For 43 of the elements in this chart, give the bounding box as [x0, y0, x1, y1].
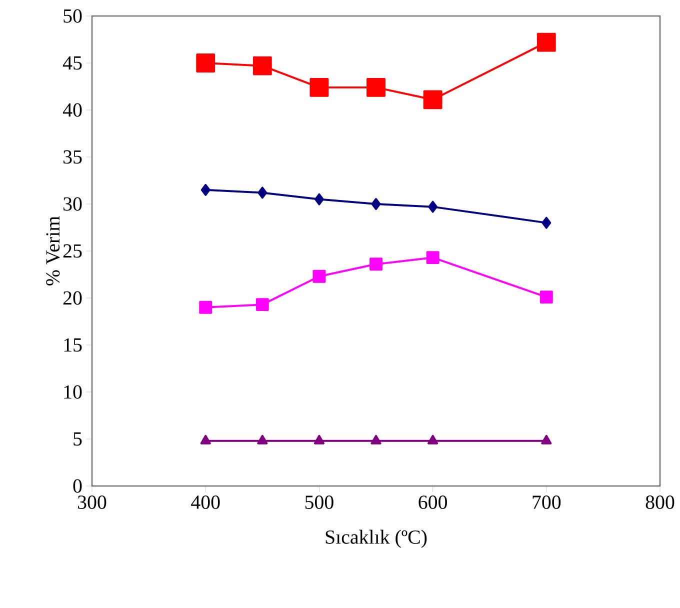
- point: [196, 54, 216, 72]
- y-tick-label: 30: [64, 197, 82, 211]
- y-tick-label: 50: [64, 9, 82, 23]
- point: [312, 270, 326, 283]
- x-tick-label: 600: [418, 496, 447, 509]
- point: [426, 251, 440, 264]
- y-tick-label: 15: [64, 338, 82, 352]
- y-tick-label: 0: [73, 479, 82, 493]
- y-tick-label: 45: [62, 56, 82, 70]
- y-tick-label: 25: [63, 244, 82, 258]
- x-axis-title: Sıcaklık (ºC): [326, 530, 427, 548]
- y-tick-label: 40: [62, 103, 82, 117]
- x-tick-label: 400: [191, 496, 220, 509]
- point: [371, 198, 381, 210]
- y-axis-title: % Verim: [46, 216, 60, 286]
- point: [257, 434, 268, 444]
- point: [427, 434, 438, 444]
- point: [542, 216, 552, 229]
- point: [536, 32, 556, 52]
- y-tick-label: 5: [74, 432, 82, 446]
- point: [366, 78, 386, 97]
- point: [370, 434, 382, 444]
- y-tick-label: 10: [64, 385, 82, 399]
- point: [258, 186, 268, 199]
- y-tick-label: 20: [63, 291, 82, 305]
- point: [252, 56, 272, 76]
- point: [200, 184, 210, 196]
- point: [423, 90, 442, 110]
- x-tick-label: 800: [646, 496, 674, 509]
- point: [314, 193, 324, 206]
- point: [256, 298, 269, 312]
- point: [540, 290, 553, 304]
- x-tick-label: 300: [78, 496, 106, 509]
- y-tick-label: 35: [64, 150, 82, 164]
- x-tick-label: 500: [305, 496, 334, 509]
- point: [200, 434, 211, 444]
- x-tick-label: 700: [532, 496, 561, 509]
- point: [310, 78, 329, 97]
- point: [541, 434, 552, 444]
- point: [428, 200, 438, 213]
- point: [314, 434, 325, 444]
- point: [370, 258, 382, 271]
- point: [199, 300, 212, 314]
